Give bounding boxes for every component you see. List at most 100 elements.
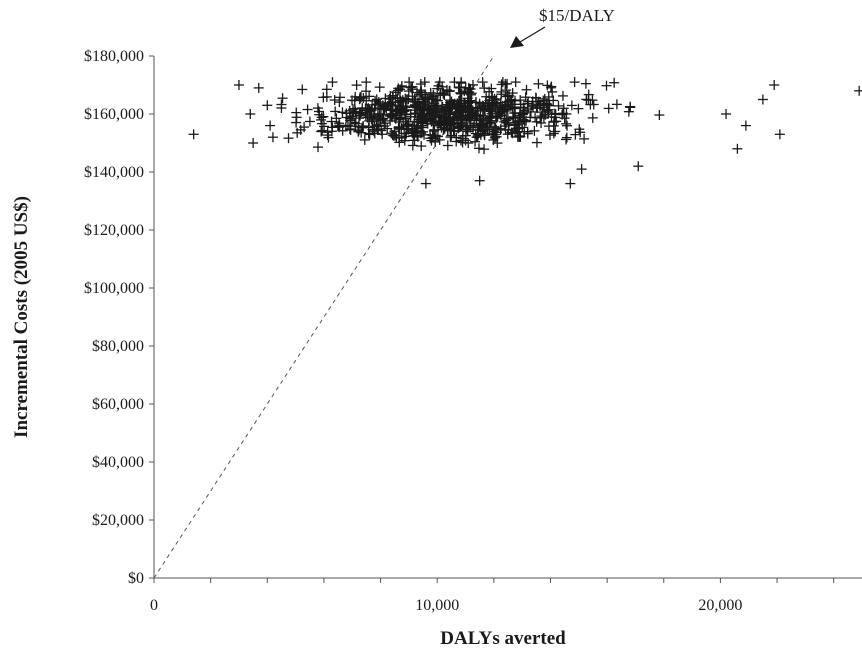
- data-point: [558, 103, 569, 114]
- data-point: [253, 82, 264, 93]
- data-point: [502, 78, 513, 89]
- data-point: [493, 108, 504, 119]
- data-point: [473, 143, 484, 154]
- data-point: [501, 85, 512, 96]
- data-point: [585, 99, 596, 110]
- y-tick-label: $100,000: [84, 280, 144, 297]
- data-point: [398, 101, 409, 112]
- data-point: [454, 82, 465, 93]
- data-point: [506, 127, 517, 138]
- data-point: [417, 98, 428, 109]
- data-point: [442, 140, 453, 151]
- data-point: [740, 120, 751, 131]
- data-point: [357, 102, 368, 113]
- data-point: [418, 110, 429, 121]
- data-point: [430, 109, 441, 120]
- data-point: [451, 109, 462, 120]
- annotation-arrow-shaft: [519, 26, 546, 43]
- x-tick-label: 10,000: [415, 597, 459, 614]
- data-point: [448, 117, 459, 128]
- y-tick-label: $40,000: [92, 454, 144, 471]
- data-point: [654, 110, 665, 121]
- data-point: [371, 94, 382, 105]
- data-point: [587, 112, 598, 123]
- data-point: [522, 98, 533, 109]
- data-point: [277, 93, 288, 104]
- data-point: [416, 89, 427, 100]
- data-point: [396, 123, 407, 134]
- data-point: [531, 137, 542, 148]
- data-point: [400, 93, 411, 104]
- data-point: [494, 108, 505, 119]
- data-point: [479, 83, 490, 94]
- data-point: [424, 105, 435, 116]
- x-axis-title: DALYs averted: [440, 628, 566, 649]
- data-point: [732, 143, 743, 154]
- data-point: [542, 105, 553, 116]
- data-point: [292, 127, 303, 138]
- data-point: [496, 86, 507, 97]
- data-point: [364, 129, 375, 140]
- data-point: [356, 127, 367, 138]
- data-point: [472, 111, 483, 122]
- threshold-annotation: $15/DALY: [510, 6, 615, 48]
- data-point: [536, 117, 547, 128]
- y-axis-title: Incremental Costs (2005 US$): [11, 196, 32, 438]
- data-point: [515, 110, 526, 121]
- data-point: [566, 100, 577, 111]
- annotation-arrow-head-icon: [510, 36, 524, 48]
- y-tick-label: $0: [128, 570, 144, 587]
- data-point: [557, 108, 568, 119]
- data-point: [503, 96, 514, 107]
- data-point: [553, 100, 564, 111]
- data-point: [373, 124, 384, 135]
- data-point: [396, 82, 407, 93]
- data-point: [356, 107, 367, 118]
- data-point: [486, 115, 497, 126]
- data-point: [419, 96, 430, 107]
- y-tick-label: $160,000: [84, 106, 144, 123]
- data-point: [470, 136, 481, 147]
- data-point: [419, 129, 430, 140]
- data-point: [283, 133, 294, 144]
- data-point: [321, 84, 332, 95]
- data-point: [539, 93, 550, 104]
- data-point: [233, 80, 244, 90]
- data-point: [451, 132, 462, 143]
- data-point: [465, 95, 476, 106]
- data-point: [400, 131, 411, 142]
- data-point: [510, 77, 521, 88]
- data-point: [430, 136, 441, 147]
- data-point: [322, 127, 333, 138]
- data-point: [444, 86, 455, 97]
- data-point: [453, 82, 464, 93]
- data-point: [389, 129, 400, 140]
- data-point: [463, 82, 474, 93]
- data-point: [417, 117, 428, 128]
- data-point: [406, 127, 417, 138]
- data-point: [319, 121, 330, 132]
- x-axis-ticks: 0 10,000 20,000: [150, 578, 835, 614]
- x-axis: 0 10,000 20,000: [150, 577, 862, 614]
- data-point: [267, 132, 278, 143]
- data-point: [561, 134, 572, 145]
- data-point: [313, 142, 324, 153]
- data-point: [444, 97, 455, 108]
- data-point: [601, 80, 612, 91]
- data-point: [351, 80, 362, 91]
- data-point: [316, 126, 327, 137]
- y-tick-label: $20,000: [92, 512, 144, 529]
- data-point: [407, 140, 418, 151]
- x-tick-label: 20,000: [698, 597, 742, 614]
- data-point: [429, 124, 440, 135]
- data-point: [455, 87, 466, 98]
- data-point: [344, 105, 355, 116]
- data-point: [407, 120, 418, 131]
- data-point: [443, 104, 454, 115]
- data-point: [525, 106, 536, 117]
- data-point: [390, 130, 401, 141]
- data-point: [245, 109, 256, 119]
- data-point: [549, 116, 560, 127]
- data-point: [361, 86, 372, 97]
